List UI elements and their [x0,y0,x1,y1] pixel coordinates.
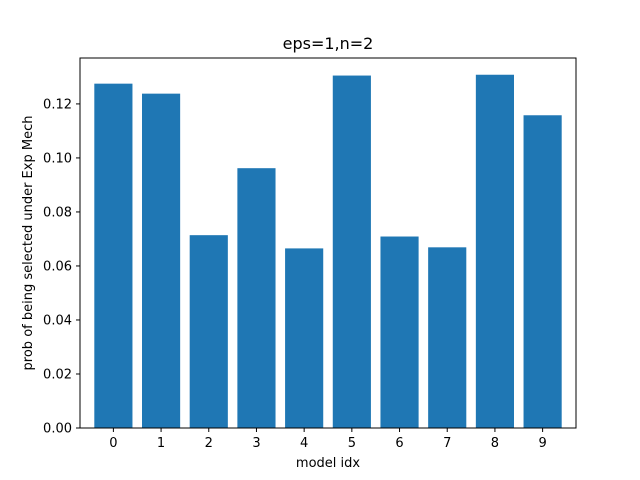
y-tick-label-6: 0.12 [43,97,72,112]
x-tick-label-1: 1 [157,436,165,451]
x-tick-label-8: 8 [491,436,499,451]
x-tick-label-7: 7 [443,436,451,451]
x-axis: 0 1 2 3 4 5 6 7 8 9 [109,428,547,451]
bar-3 [237,168,276,428]
bars-group [94,74,562,429]
x-tick-label-5: 5 [348,436,356,451]
y-axis: 0.00 0.02 0.04 0.06 0.08 0.10 0.12 [43,97,80,437]
x-tick-label-3: 3 [252,436,260,451]
y-tick-label-5: 0.10 [43,151,72,166]
y-tick-label-1: 0.02 [43,367,72,382]
bar-9 [523,115,562,428]
x-tick-label-0: 0 [109,436,117,451]
bar-1 [142,93,181,429]
y-tick-label-2: 0.04 [43,313,72,328]
y-tick-label-0: 0.00 [43,422,72,437]
bar-6 [380,236,419,428]
chart-title: eps=1,n=2 [283,34,374,53]
bar-5 [332,75,371,429]
x-tick-label-6: 6 [395,436,403,451]
bar-8 [475,74,514,429]
y-tick-label-4: 0.08 [43,205,72,220]
y-axis-title: prob of being selected under Exp Mech [21,116,36,371]
plot-frame [79,57,577,429]
x-tick-label-4: 4 [300,436,308,451]
y-tick-label-3: 0.06 [43,259,72,274]
x-tick-label-9: 9 [538,436,546,451]
bar-2 [189,235,228,428]
x-tick-label-2: 2 [205,436,213,451]
bar-7 [428,247,467,428]
bar-0 [94,83,133,428]
bar-4 [285,248,324,428]
x-axis-title: model idx [296,456,360,471]
